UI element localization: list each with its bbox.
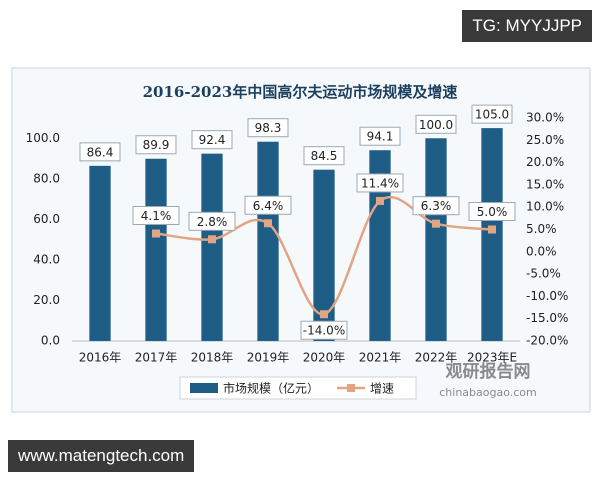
bar-value-label-box — [471, 104, 513, 124]
line-value-label: 6.3% — [421, 199, 452, 213]
y2-tick-label: -20.0% — [526, 334, 568, 348]
y2-tick-label: 20.0% — [526, 155, 564, 169]
bar-value-label: 100.0 — [419, 118, 453, 132]
bar-value-label: 84.5 — [311, 149, 338, 163]
bar — [201, 153, 223, 341]
bar-value-label: 94.1 — [367, 130, 394, 144]
line-value-label: 5.0% — [477, 205, 508, 219]
bar-value-label-box — [415, 114, 457, 134]
line-marker — [320, 310, 328, 319]
watermark-url: chinabaogao.com — [439, 386, 537, 399]
y2-tick-label: -5.0% — [526, 267, 561, 281]
watermark-name: 观研报告网 — [445, 361, 531, 382]
x-tick-label: 2017年 — [135, 351, 178, 365]
line-marker — [208, 235, 216, 244]
line-value-label-box — [468, 202, 516, 221]
bar-value-label-box — [135, 135, 177, 155]
bar — [425, 138, 447, 341]
legend-swatch-marker — [347, 384, 356, 392]
line-value-label-box — [356, 173, 404, 193]
y2-tick-label: 5.0% — [526, 222, 557, 236]
bar-value-label-box — [303, 146, 345, 166]
x-tick-label: 2021年 — [359, 351, 402, 365]
line-marker — [264, 219, 272, 228]
line-value-label: 4.1% — [141, 209, 172, 223]
y-tick-label: 60.0 — [33, 212, 60, 226]
bar-value-label-box — [191, 130, 233, 150]
bar-value-label-box — [79, 142, 121, 162]
x-tick-label: 2020年 — [303, 351, 346, 365]
legend: 市场规模（亿元） 增速 — [179, 376, 417, 400]
y2-tick-label: 30.0% — [526, 111, 564, 125]
bar — [89, 165, 111, 341]
y2-tick-label: 15.0% — [526, 177, 564, 191]
line-value-label: 6.4% — [253, 199, 284, 213]
y-tick-label: 40.0 — [33, 252, 60, 266]
line-marker — [376, 196, 384, 205]
bar-value-label: 92.4 — [199, 133, 226, 147]
y-tick-label: 100.0 — [26, 131, 60, 145]
bar-value-label: 86.4 — [87, 145, 114, 159]
x-tick-label: 2019年 — [247, 351, 290, 365]
line-value-label: 2.8% — [197, 215, 228, 229]
y2-tick-label: -10.0% — [526, 289, 568, 303]
line-value-label-box — [132, 206, 180, 226]
bar — [257, 141, 279, 341]
y2-tick-label: 10.0% — [526, 200, 564, 214]
y-tick-label: 0.0 — [41, 334, 60, 348]
chart-title: 2016-2023年中国高尔夫运动市场规模及增速 — [143, 83, 458, 101]
line-value-label-box — [300, 320, 348, 340]
legend-label: 市场规模（亿元） — [223, 381, 319, 396]
bar — [481, 128, 503, 341]
legend-swatch — [190, 383, 218, 393]
legend-box — [179, 376, 417, 400]
x-tick-label: 2018年 — [191, 351, 234, 365]
bar — [145, 158, 167, 341]
line-value-label-box — [188, 211, 236, 231]
overlay-top: TG: MYYJJPP — [462, 10, 592, 42]
line-value-label-box — [244, 195, 292, 215]
legend-label: 增速 — [370, 382, 394, 396]
bar-value-label: 98.3 — [255, 121, 282, 135]
watermark: 观研报告网 chinabaogao.com — [439, 361, 537, 399]
y2-tick-label: 25.0% — [526, 133, 564, 147]
line-value-label-box — [412, 196, 460, 216]
x-tick-label: 2023年E — [467, 351, 517, 365]
x-tick-label: 2022年 — [415, 351, 458, 365]
bar-value-label-box — [359, 126, 401, 146]
y-tick-label: 80.0 — [33, 171, 60, 185]
line-value-label: -14.0% — [303, 324, 345, 338]
line-marker — [152, 229, 160, 238]
y2-tick-label: 0.0% — [526, 244, 557, 258]
bar-value-label: 89.9 — [143, 138, 170, 152]
bar-value-label: 105.0 — [475, 108, 509, 122]
overlay-bottom: www.matengtech.com — [8, 440, 195, 472]
line-value-label: 11.4% — [361, 176, 399, 190]
line-marker — [432, 219, 440, 228]
x-tick-label: 2016年 — [79, 351, 122, 365]
line-marker — [488, 225, 496, 234]
bar — [313, 169, 335, 341]
y2-tick-label: -15.0% — [526, 311, 568, 325]
bar-value-label-box — [247, 118, 289, 138]
y-tick-label: 20.0 — [33, 293, 60, 307]
